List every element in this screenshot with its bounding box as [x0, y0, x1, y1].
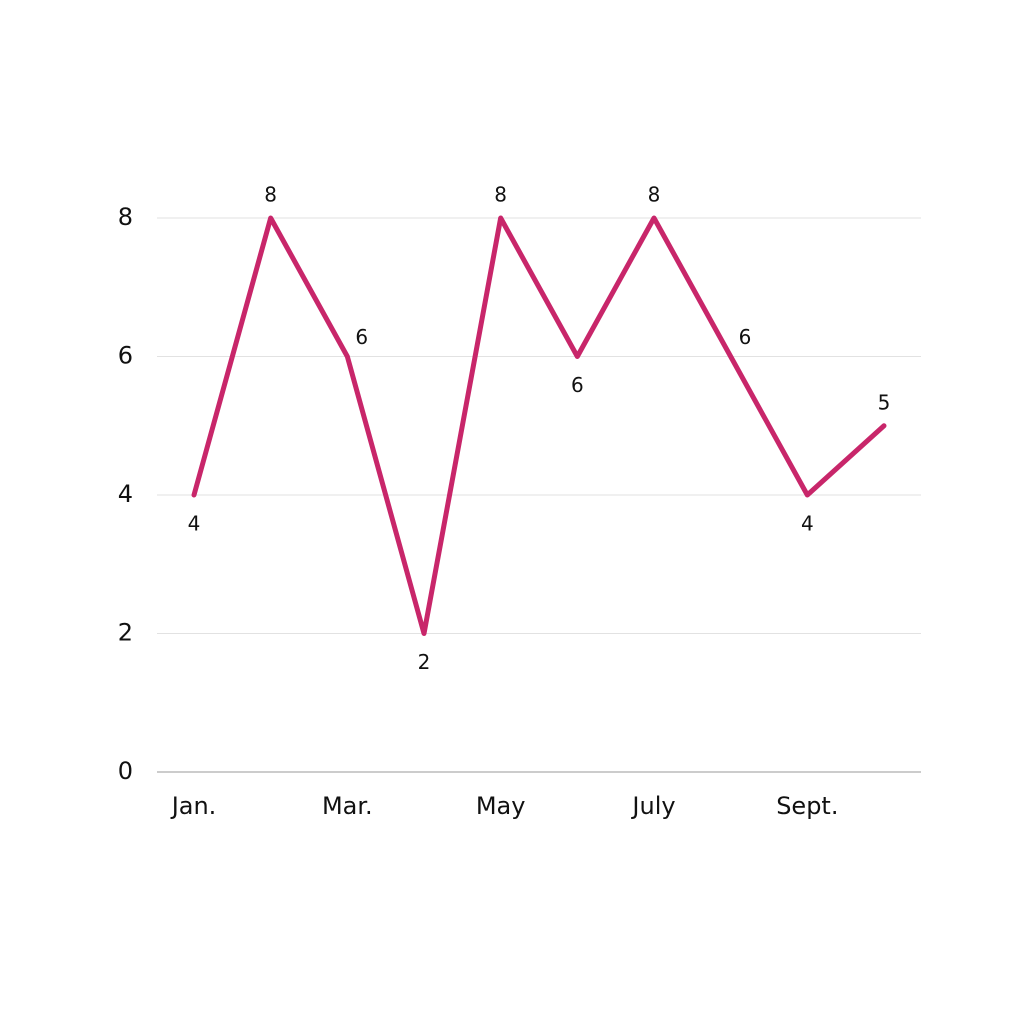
y-tick-label: 0: [118, 757, 133, 785]
data-label: 8: [648, 183, 661, 207]
data-label: 8: [264, 183, 277, 207]
x-tick-label: Mar.: [322, 792, 373, 820]
y-tick-label: 8: [118, 203, 133, 231]
data-label: 4: [188, 512, 201, 536]
data-label: 5: [878, 390, 891, 414]
data-label: 4: [801, 512, 814, 536]
data-label: 6: [355, 325, 368, 349]
x-tick-label: Sept.: [776, 792, 838, 820]
x-tick-label: July: [630, 792, 675, 820]
data-label: 2: [418, 650, 431, 674]
data-label: 8: [494, 183, 507, 207]
y-tick-label: 6: [118, 342, 133, 370]
line: [191, 215, 887, 636]
x-tick-label: May: [476, 792, 526, 820]
y-tick-label: 4: [118, 480, 133, 508]
y-tick-label: 2: [118, 619, 133, 647]
x-tick-label: Jan.: [170, 792, 217, 820]
data-label: 6: [571, 373, 584, 397]
data-label: 6: [739, 325, 752, 349]
